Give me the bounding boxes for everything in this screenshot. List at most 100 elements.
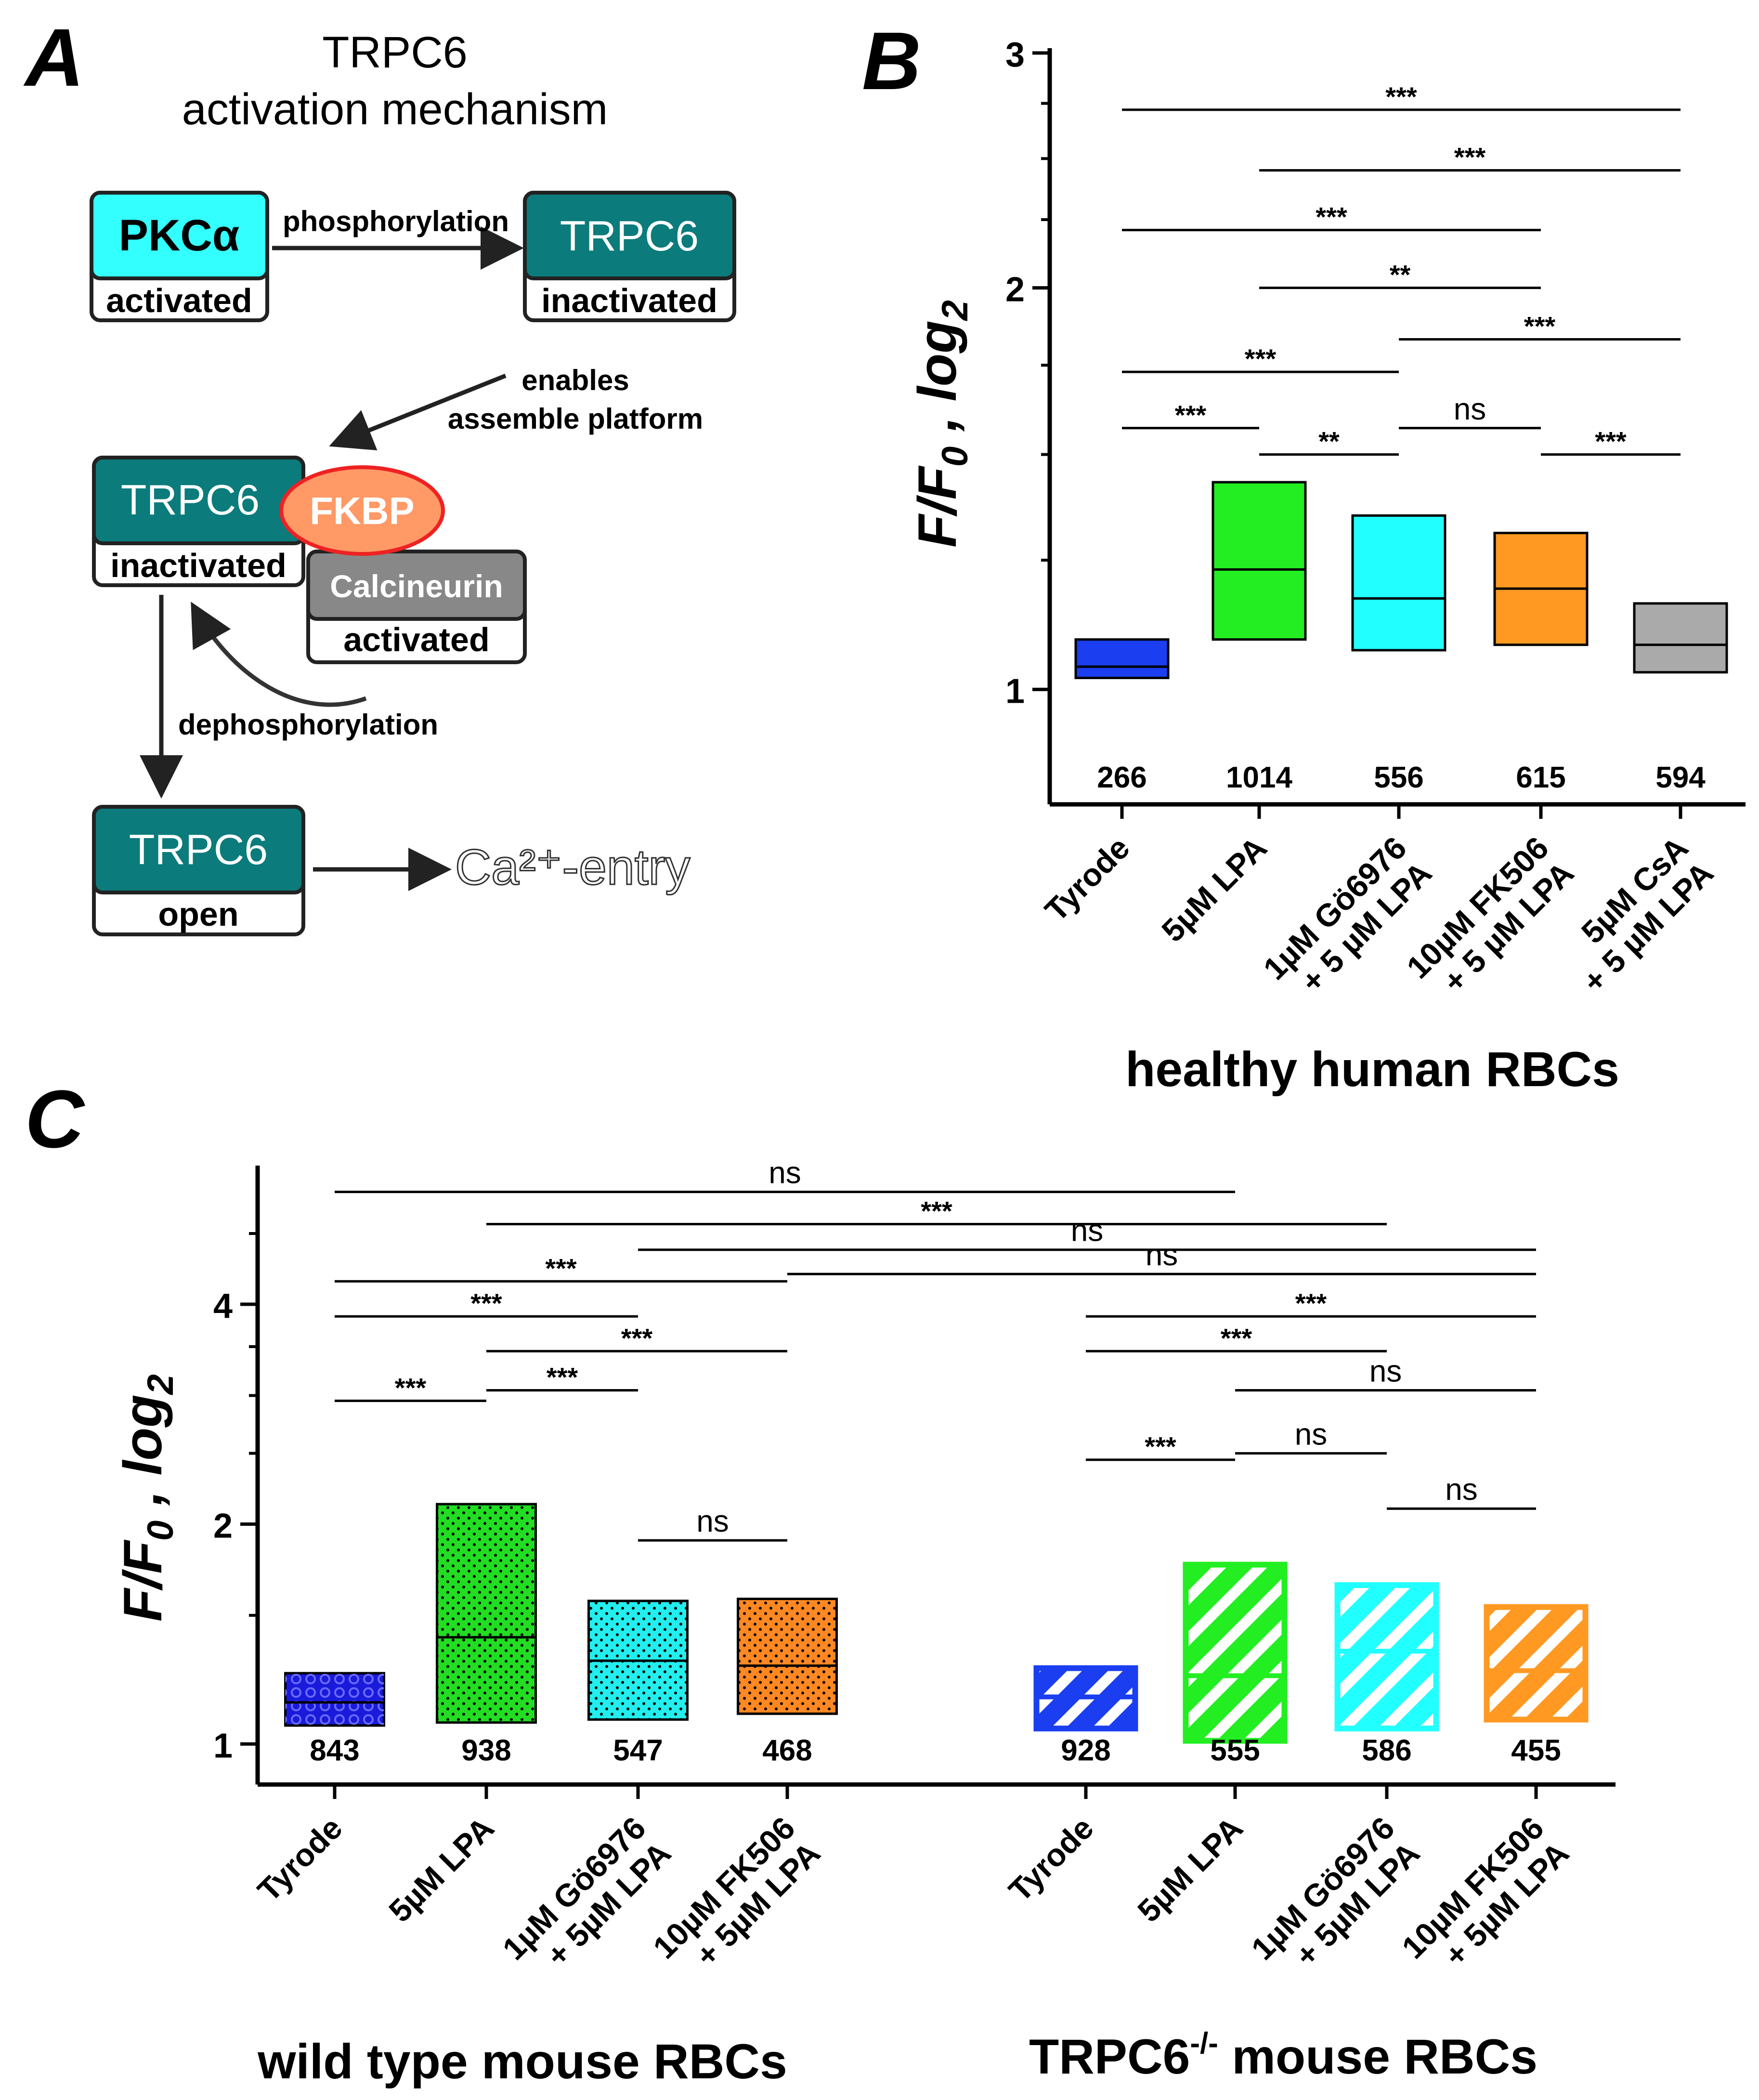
- x-category-label: 5µM LPA: [1131, 1810, 1250, 1929]
- x-category-label: 5µM LPA: [382, 1810, 501, 1929]
- box-hatch: [1486, 1607, 1586, 1720]
- box-outline: [1484, 1604, 1589, 1723]
- significance-label: ***: [1524, 311, 1556, 341]
- significance-label: ***: [545, 1253, 577, 1283]
- significance-label: ***: [1245, 343, 1277, 374]
- y-tick-label: 2: [213, 1507, 233, 1545]
- n-label: 555: [1210, 1734, 1260, 1767]
- panel-a-title-line2: activation mechanism: [182, 85, 608, 134]
- y-tick-label: 1: [1005, 672, 1025, 710]
- enables-arrow: [329, 373, 507, 451]
- significance-label: ***: [1316, 202, 1347, 232]
- significance-label: ns: [1071, 1213, 1104, 1248]
- n-label: 928: [1061, 1734, 1110, 1767]
- box: [1212, 481, 1307, 641]
- box-pattern: [285, 1673, 384, 1726]
- trpc6-top-state: inactivated: [541, 282, 717, 319]
- y-tick-label: 2: [1005, 271, 1025, 309]
- box-pattern: [437, 1504, 536, 1723]
- pkc-alpha-node: PKCα activated: [90, 191, 269, 322]
- trpc6-top-name: TRPC6: [560, 212, 699, 260]
- y-axis-label-part: 2: [935, 300, 976, 321]
- trpc6-bottom-node: TRPC6 open: [92, 805, 305, 936]
- box-outline: [1183, 1562, 1288, 1744]
- trpc6-mid-state: inactivated: [110, 547, 287, 584]
- panel-a-diagram: A TRPC6 activation mechanism PKCα activa…: [23, 12, 736, 936]
- trpc6-top-node: TRPC6 inactivated: [523, 191, 736, 322]
- group-label-trpc6-ko-part: -/-: [1190, 2027, 1218, 2060]
- significance-label: ***: [1295, 1288, 1327, 1318]
- significance-label: ns: [1146, 1237, 1178, 1272]
- n-label: 586: [1362, 1734, 1411, 1767]
- y-axis-label-part: 0: [140, 1521, 181, 1541]
- x-category-label: 1µM Gö6976+ 5µM LPA: [1244, 1810, 1426, 1992]
- box: [1633, 602, 1728, 674]
- x-category-label: Tyrode: [250, 1810, 349, 1908]
- significance-label: ns: [1454, 392, 1486, 426]
- y-tick-label: 3: [1005, 36, 1025, 74]
- phosphorylation-label: phosphorylation: [283, 205, 509, 237]
- y-tick-label: 1: [213, 1727, 233, 1765]
- n-label: 547: [613, 1734, 663, 1767]
- significance-label: ns: [1295, 1417, 1328, 1451]
- y-axis-label-part: , log: [113, 1394, 173, 1520]
- fkbp-label: FKBP: [310, 489, 415, 532]
- significance-label: ***: [547, 1362, 578, 1392]
- panel-c-label: C: [25, 1074, 85, 1165]
- significance-label: ns: [769, 1155, 801, 1190]
- significance-label: **: [1318, 426, 1340, 457]
- group-label-wild-type: wild type mouse RBCs: [257, 2034, 787, 2089]
- y-axis-label-part: F/F: [907, 465, 967, 548]
- y-tick-label: 4: [213, 1287, 233, 1326]
- x-category-label-line: 5µM LPA: [1131, 1810, 1250, 1929]
- x-axis-title: healthy human RBCs: [1125, 1042, 1619, 1097]
- n-label: 615: [1516, 761, 1565, 794]
- trpc6-bottom-name: TRPC6: [129, 826, 268, 873]
- ca-entry-label: Ca²⁺-entry: [455, 840, 690, 895]
- box-outline: [1334, 1582, 1439, 1732]
- x-category-label: 5µM CsA+ 5 µM LPA: [1551, 830, 1720, 999]
- x-category-label-line: Tyrode: [1038, 830, 1136, 928]
- n-label: 455: [1511, 1734, 1561, 1767]
- trpc6-bottom-state: open: [158, 895, 238, 933]
- pkc-name: PKCα: [119, 211, 240, 260]
- significance-label: ***: [921, 1195, 952, 1226]
- significance-label: ***: [1221, 1323, 1252, 1353]
- n-label: 938: [461, 1734, 511, 1767]
- x-category-label: 1µM Gö6976+ 5 µM LPA: [1256, 830, 1438, 1012]
- enables-label-line1: enables: [521, 364, 629, 396]
- x-category-label-line: Tyrode: [1002, 1810, 1100, 1908]
- y-axis-label: F/F0 , log2: [907, 300, 976, 548]
- significance-label: ***: [1595, 426, 1627, 457]
- pkc-state: activated: [106, 282, 252, 319]
- calcineurin-state: activated: [343, 621, 489, 658]
- group-label-trpc6-ko: TRPC6-/- mouse RBCs: [1029, 2027, 1537, 2084]
- significance-label: ***: [1385, 81, 1417, 112]
- n-label: 468: [762, 1734, 812, 1767]
- n-label: 556: [1374, 761, 1423, 794]
- significance-label: ***: [395, 1372, 427, 1403]
- x-category-label: 10µM FK506+ 5 µM LPA: [1400, 830, 1580, 1011]
- x-category-label: 5µM LPA: [1155, 830, 1274, 949]
- y-axis-label: F/F0 , log2: [113, 1374, 181, 1622]
- x-category-label: Tyrode: [1002, 1810, 1100, 1908]
- box-hatch: [1186, 1564, 1285, 1741]
- significance-label: ns: [1369, 1353, 1402, 1388]
- panel-a-label: A: [23, 12, 84, 104]
- fkbp-node: FKBP: [279, 465, 445, 556]
- n-label: 266: [1097, 761, 1147, 794]
- box-pattern: [738, 1599, 837, 1714]
- trpc6-mid-node: TRPC6 inactivated: [92, 456, 305, 587]
- significance-label: ***: [621, 1323, 653, 1353]
- significance-label: ***: [1454, 142, 1486, 172]
- significance-label: ***: [1175, 400, 1207, 430]
- group-label-trpc6-ko-part: mouse RBCs: [1218, 2029, 1537, 2084]
- y-axis-label-part: 2: [140, 1374, 181, 1395]
- box: [1351, 514, 1446, 652]
- y-axis-label-part: 0: [935, 446, 976, 467]
- panel-b-label: B: [862, 15, 921, 107]
- dephosphorylation-label: dephosphorylation: [178, 709, 438, 741]
- significance-label: ns: [1445, 1472, 1478, 1507]
- y-axis-label-part: , log: [907, 320, 967, 446]
